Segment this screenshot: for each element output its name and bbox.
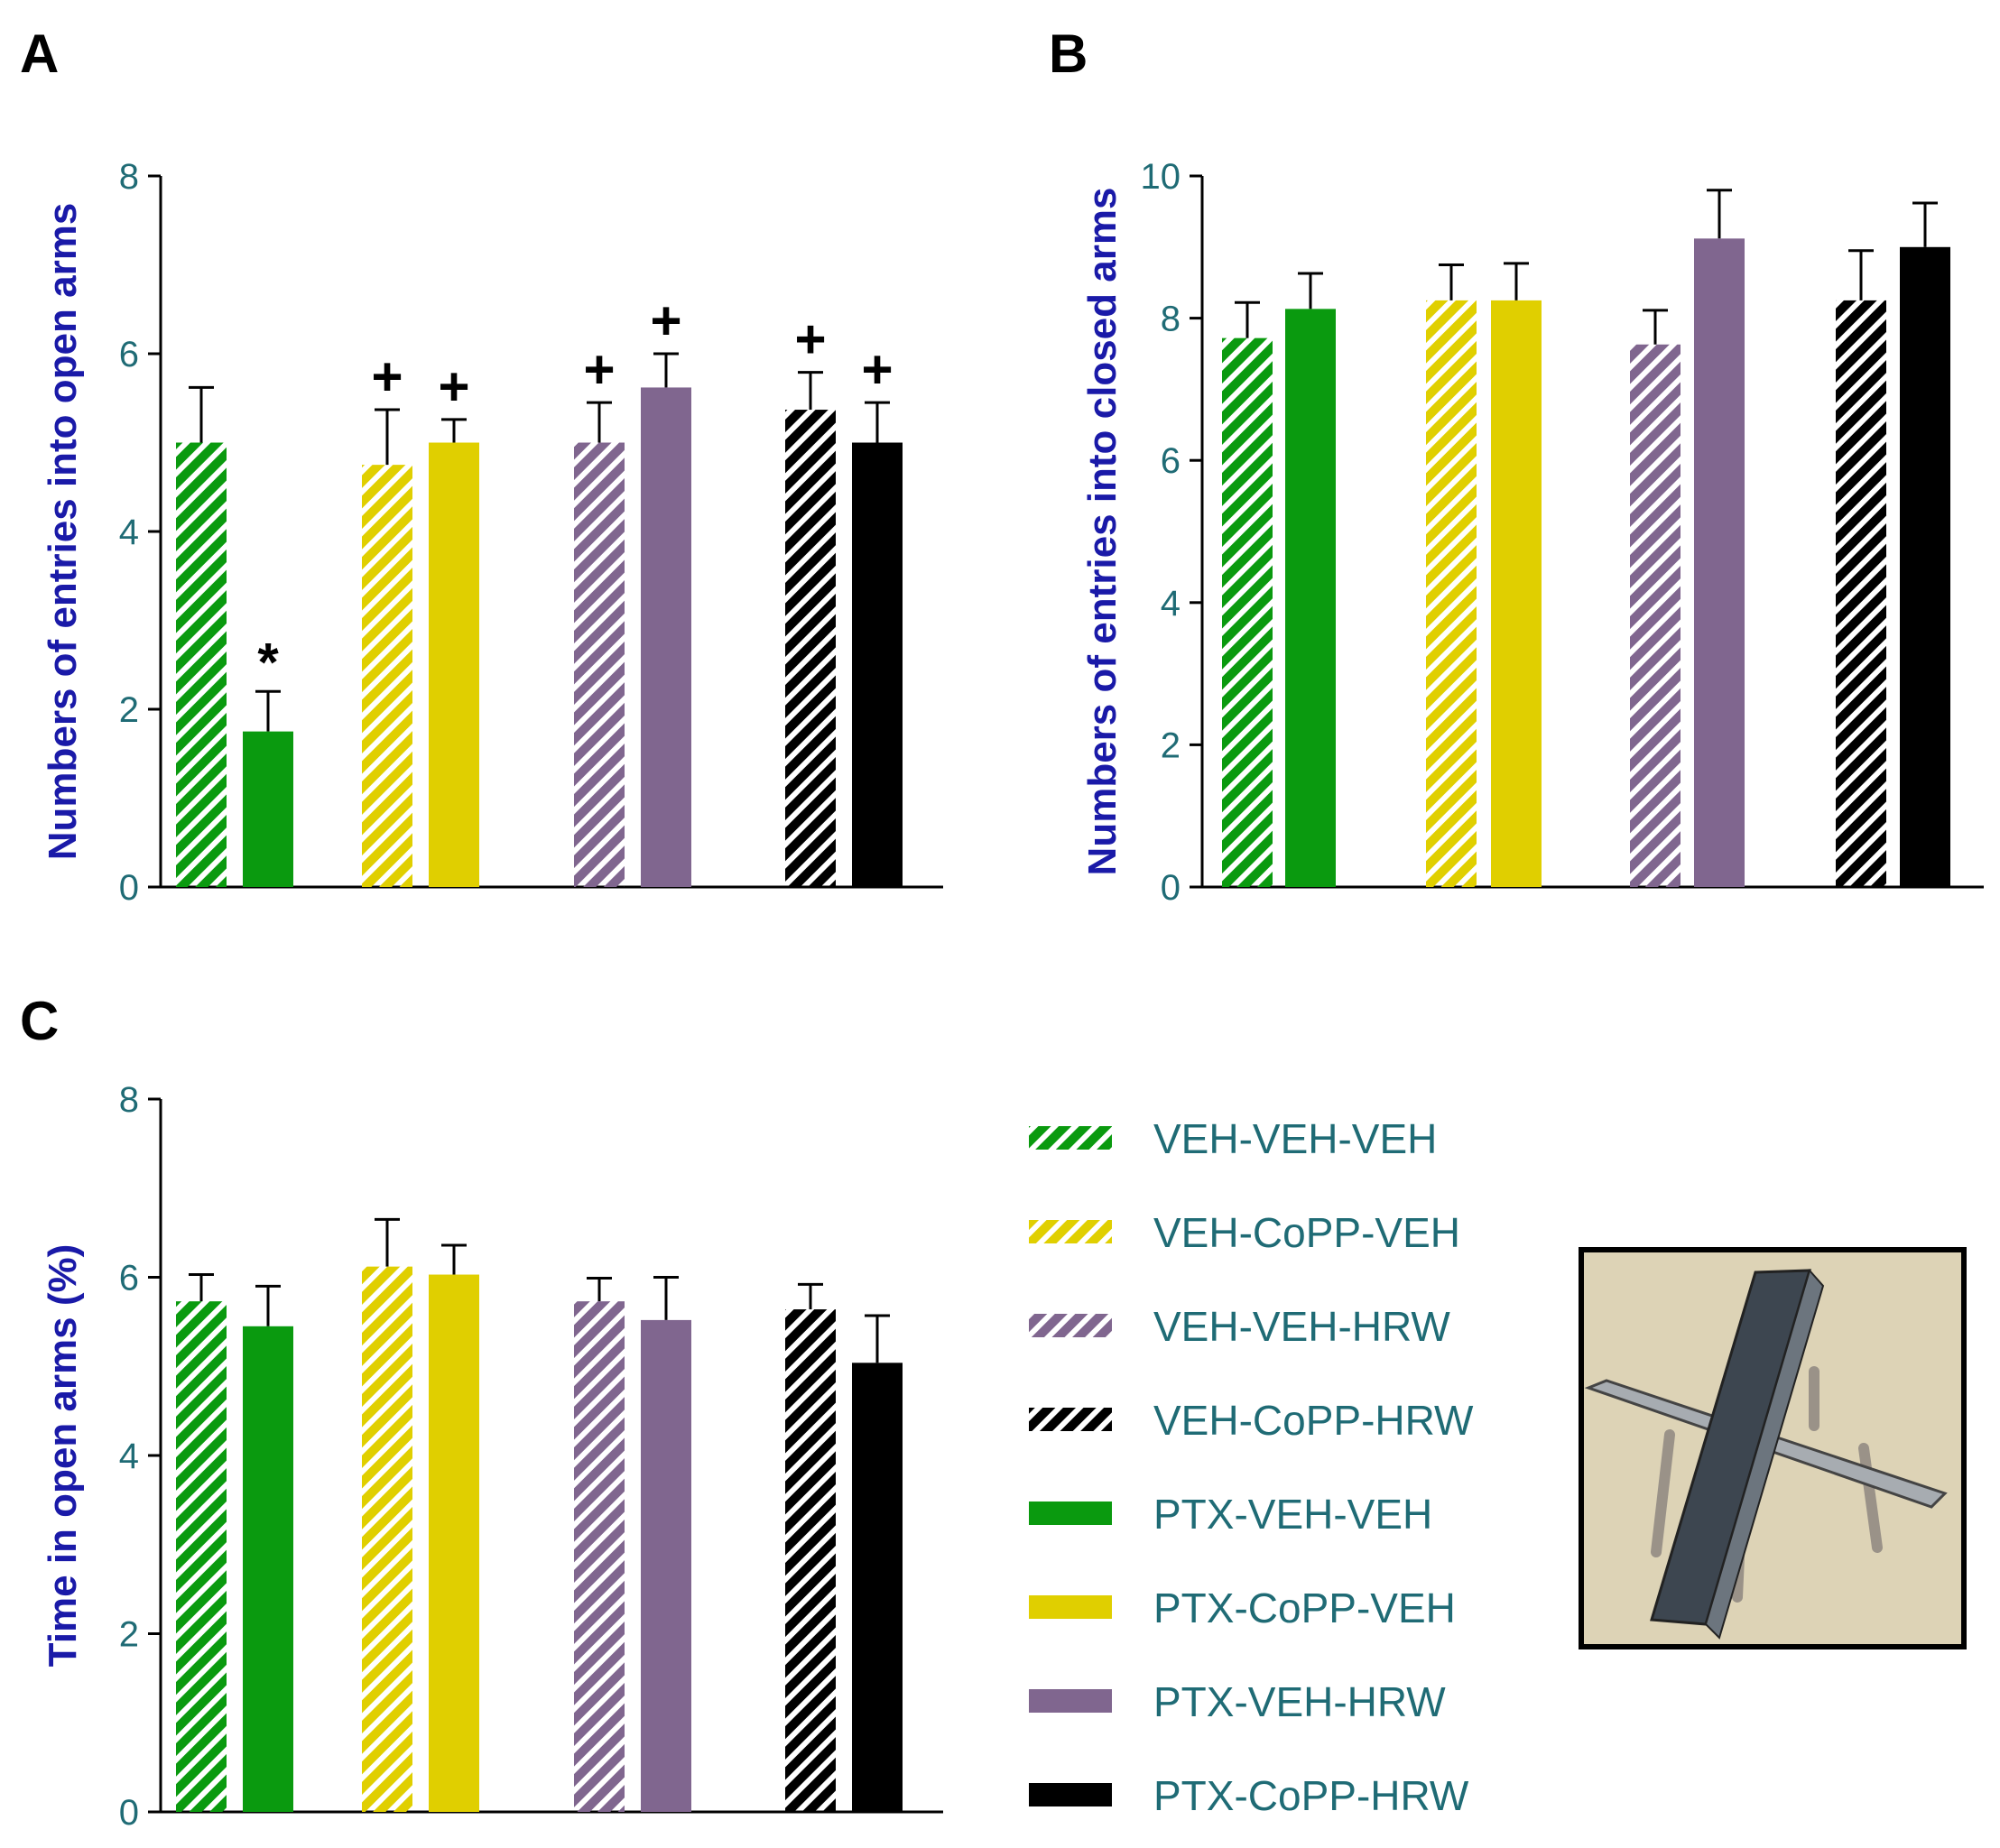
- y-tick-label: 6: [119, 335, 139, 374]
- bar-veh-veh-hrw: [1630, 344, 1681, 888]
- legend-label: VEH-VEH-VEH: [1153, 1115, 1437, 1162]
- y-tick-label: 8: [1161, 300, 1181, 339]
- bar-veh-copp-veh: [362, 1266, 412, 1812]
- y-tick-label: 4: [119, 1437, 139, 1476]
- y-tick-label: 2: [119, 1615, 139, 1655]
- y-tick-label: 2: [1161, 725, 1181, 765]
- significance-mark: +: [583, 339, 615, 400]
- bar-ptx-copp-veh: [429, 1274, 479, 1812]
- legend-label: PTX-VEH-HRW: [1153, 1678, 1446, 1725]
- y-tick-label: 10: [1141, 157, 1181, 197]
- legend-label: VEH-CoPP-HRW: [1153, 1397, 1474, 1444]
- bar-veh-veh-veh: [176, 442, 227, 887]
- bar-ptx-veh-hrw: [641, 1319, 691, 1812]
- bar-veh-copp-veh: [362, 465, 412, 887]
- legend-item: VEH-VEH-VEH: [1029, 1115, 1437, 1162]
- significance-mark: +: [861, 339, 893, 400]
- legend-label: VEH-CoPP-VEH: [1153, 1209, 1460, 1256]
- legend-label: PTX-VEH-VEH: [1153, 1491, 1432, 1538]
- bar-ptx-veh-veh: [243, 1326, 293, 1812]
- y-tick-label: 0: [119, 868, 139, 908]
- legend-swatch: [1029, 1689, 1112, 1713]
- legend-label: VEH-VEH-HRW: [1153, 1303, 1450, 1350]
- bar-veh-veh-hrw: [574, 1301, 625, 1812]
- y-axis-title: Time in open arms (%): [41, 1244, 85, 1668]
- y-tick-label: 0: [119, 1793, 139, 1833]
- legend-item: PTX-CoPP-VEH: [1029, 1585, 1456, 1631]
- y-tick-label: 2: [119, 690, 139, 730]
- legend-item: VEH-CoPP-HRW: [1029, 1397, 1474, 1444]
- legend-swatch: [1029, 1595, 1112, 1619]
- bar-ptx-veh-veh: [243, 731, 293, 887]
- charts: A 0 2 4 6 8 Numbers of entries into open arms *…: [20, 23, 1984, 1833]
- maze-photo: [1579, 1247, 1967, 1649]
- significance-mark: *: [257, 632, 279, 692]
- y-axis-title: Numbers of entries into closed arms: [1080, 188, 1125, 876]
- panel-label: C: [20, 991, 59, 1051]
- bar-ptx-veh-hrw: [641, 387, 691, 887]
- y-tick-label: 4: [1161, 584, 1181, 624]
- legend-item: PTX-VEH-HRW: [1029, 1678, 1446, 1725]
- bar-veh-copp-veh: [1426, 300, 1477, 887]
- legend: VEH-VEH-VEH VEH-CoPP-VEH VEH-VEH-HRW VEH-Co…: [1029, 1115, 1474, 1819]
- legend-swatch: [1029, 1783, 1112, 1806]
- bar-ptx-copp-veh: [1491, 300, 1542, 887]
- y-tick-label: 0: [1161, 868, 1181, 908]
- bar-ptx-veh-veh: [1285, 309, 1336, 888]
- significance-mark: +: [794, 310, 826, 370]
- panel-b: B 0 2 4 6 8 10 Numbers of entries into closed a…: [1049, 23, 1984, 908]
- legend-swatch: [1029, 1220, 1112, 1243]
- y-tick-label: 6: [1161, 441, 1181, 481]
- bar-veh-veh-veh: [1222, 337, 1273, 887]
- bar-ptx-copp-veh: [429, 442, 479, 887]
- bar-ptx-copp-hrw: [852, 1363, 903, 1812]
- significance-mark: +: [650, 291, 681, 351]
- legend-item: PTX-VEH-VEH: [1029, 1491, 1432, 1538]
- significance-mark: +: [371, 346, 403, 407]
- legend-swatch: [1029, 1408, 1112, 1431]
- legend-swatch: [1029, 1126, 1112, 1150]
- significance-mark: +: [438, 356, 469, 417]
- panel-label: B: [1049, 23, 1088, 84]
- legend-item: VEH-CoPP-VEH: [1029, 1209, 1460, 1256]
- legend-swatch: [1029, 1314, 1112, 1337]
- bar-veh-copp-hrw: [785, 1309, 836, 1812]
- y-tick-label: 8: [119, 157, 139, 197]
- bar-veh-veh-hrw: [574, 442, 625, 887]
- y-tick-label: 8: [119, 1080, 139, 1120]
- bar-veh-veh-veh: [176, 1301, 227, 1812]
- y-tick-label: 6: [119, 1259, 139, 1298]
- y-tick-label: 4: [119, 513, 139, 552]
- legend-item: VEH-VEH-HRW: [1029, 1303, 1450, 1350]
- panel-c: C 0 2 4 6 8 Time in open arms (%): [20, 991, 943, 1833]
- y-axis-title: Numbers of entries into open arms: [41, 203, 85, 861]
- legend-swatch: [1029, 1502, 1112, 1525]
- panel-a: A 0 2 4 6 8 Numbers of entries into open arms *…: [20, 23, 943, 908]
- legend-label: PTX-CoPP-VEH: [1153, 1585, 1456, 1631]
- legend-item: PTX-CoPP-HRW: [1029, 1772, 1469, 1819]
- bar-veh-copp-hrw: [785, 410, 836, 887]
- bar-ptx-veh-hrw: [1694, 238, 1745, 887]
- bar-ptx-copp-hrw: [1900, 246, 1950, 887]
- panel-label: A: [20, 23, 59, 84]
- legend-label: PTX-CoPP-HRW: [1153, 1772, 1469, 1819]
- bar-ptx-copp-hrw: [852, 442, 903, 887]
- bar-veh-copp-hrw: [1836, 300, 1886, 887]
